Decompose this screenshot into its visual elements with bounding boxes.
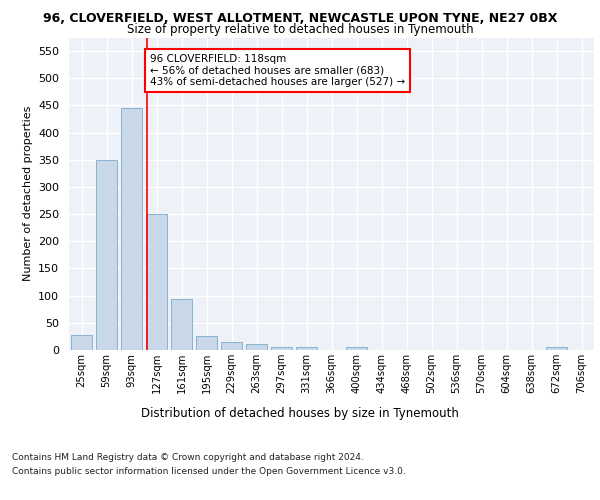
Bar: [221, 342, 242, 350]
Bar: [171, 300, 192, 350]
Text: 96 CLOVERFIELD: 118sqm
← 56% of detached houses are smaller (683)
43% of semi-de: 96 CLOVERFIELD: 118sqm ← 56% of detached…: [150, 54, 405, 87]
Bar: [546, 346, 567, 350]
Bar: [121, 108, 142, 350]
Text: Size of property relative to detached houses in Tynemouth: Size of property relative to detached ho…: [127, 22, 473, 36]
Bar: [71, 335, 92, 350]
Bar: [196, 336, 217, 350]
Bar: [271, 346, 292, 350]
Text: 96, CLOVERFIELD, WEST ALLOTMENT, NEWCASTLE UPON TYNE, NE27 0BX: 96, CLOVERFIELD, WEST ALLOTMENT, NEWCAST…: [43, 12, 557, 26]
Text: Contains public sector information licensed under the Open Government Licence v3: Contains public sector information licen…: [12, 467, 406, 476]
Bar: [296, 346, 317, 350]
Text: Distribution of detached houses by size in Tynemouth: Distribution of detached houses by size …: [141, 408, 459, 420]
Y-axis label: Number of detached properties: Number of detached properties: [23, 106, 32, 282]
Bar: [146, 214, 167, 350]
Bar: [246, 344, 267, 350]
Bar: [346, 346, 367, 350]
Text: Contains HM Land Registry data © Crown copyright and database right 2024.: Contains HM Land Registry data © Crown c…: [12, 454, 364, 462]
Bar: [96, 160, 117, 350]
